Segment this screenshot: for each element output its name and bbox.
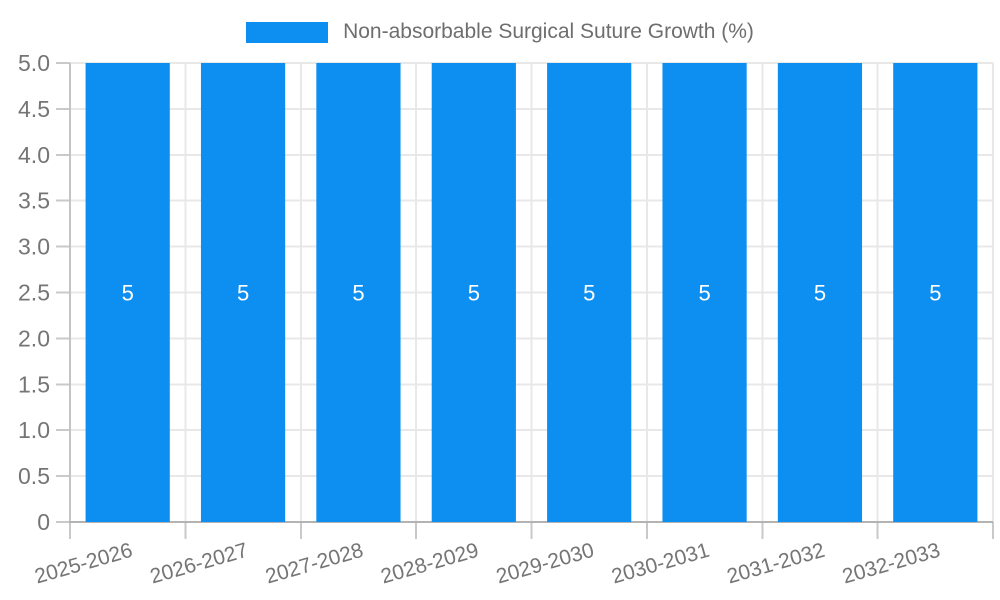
y-axis-tick-label: 5.0 — [18, 50, 50, 76]
bar[interactable] — [431, 63, 516, 522]
x-axis-category-label: 2028-2029 — [378, 539, 481, 589]
bar[interactable] — [85, 63, 170, 522]
x-axis-category-label: 2029-2030 — [494, 539, 597, 589]
x-axis-category-label: 2031-2032 — [724, 539, 827, 589]
x-axis-category-label: 2030-2031 — [609, 539, 712, 589]
bar[interactable] — [662, 63, 747, 522]
x-axis-category-label: 2032-2033 — [840, 539, 943, 589]
bar-value-label: 5 — [468, 281, 480, 306]
bar[interactable] — [893, 63, 978, 522]
legend-label[interactable]: Non-absorbable Surgical Suture Growth (%… — [343, 20, 754, 43]
bar-value-label: 5 — [698, 281, 710, 306]
y-axis-tick-label: 2.5 — [18, 280, 50, 306]
y-axis-tick-label: 3.0 — [18, 234, 50, 260]
bar[interactable] — [316, 63, 401, 522]
y-axis-tick-label: 4.0 — [18, 142, 50, 168]
bar-value-label: 5 — [929, 281, 941, 306]
bar-value-label: 5 — [122, 281, 134, 306]
y-axis-tick-label: 1.0 — [18, 417, 50, 443]
y-axis-tick-label: 2.0 — [18, 325, 50, 351]
y-axis-tick-label: 3.5 — [18, 188, 50, 214]
bar[interactable] — [777, 63, 863, 522]
y-axis-tick-label: 0 — [37, 509, 50, 535]
bar-value-label: 5 — [352, 281, 364, 306]
x-axis-category-label: 2027-2028 — [263, 539, 366, 589]
bar-value-label: 5 — [237, 281, 249, 306]
y-axis-tick-label: 4.5 — [18, 96, 50, 122]
x-axis-category-label: 2025-2026 — [32, 539, 135, 589]
y-axis-tick-label: 1.5 — [18, 371, 50, 397]
y-axis-tick-label: 0.5 — [18, 463, 50, 489]
bar[interactable] — [200, 63, 286, 522]
legend-swatch[interactable] — [246, 21, 329, 43]
x-axis-category-label: 2026-2027 — [148, 539, 251, 589]
legend: Non-absorbable Surgical Suture Growth (%… — [0, 20, 1000, 44]
bar[interactable] — [547, 63, 632, 522]
bar-value-label: 5 — [583, 281, 595, 306]
bar-value-label: 5 — [814, 281, 826, 306]
